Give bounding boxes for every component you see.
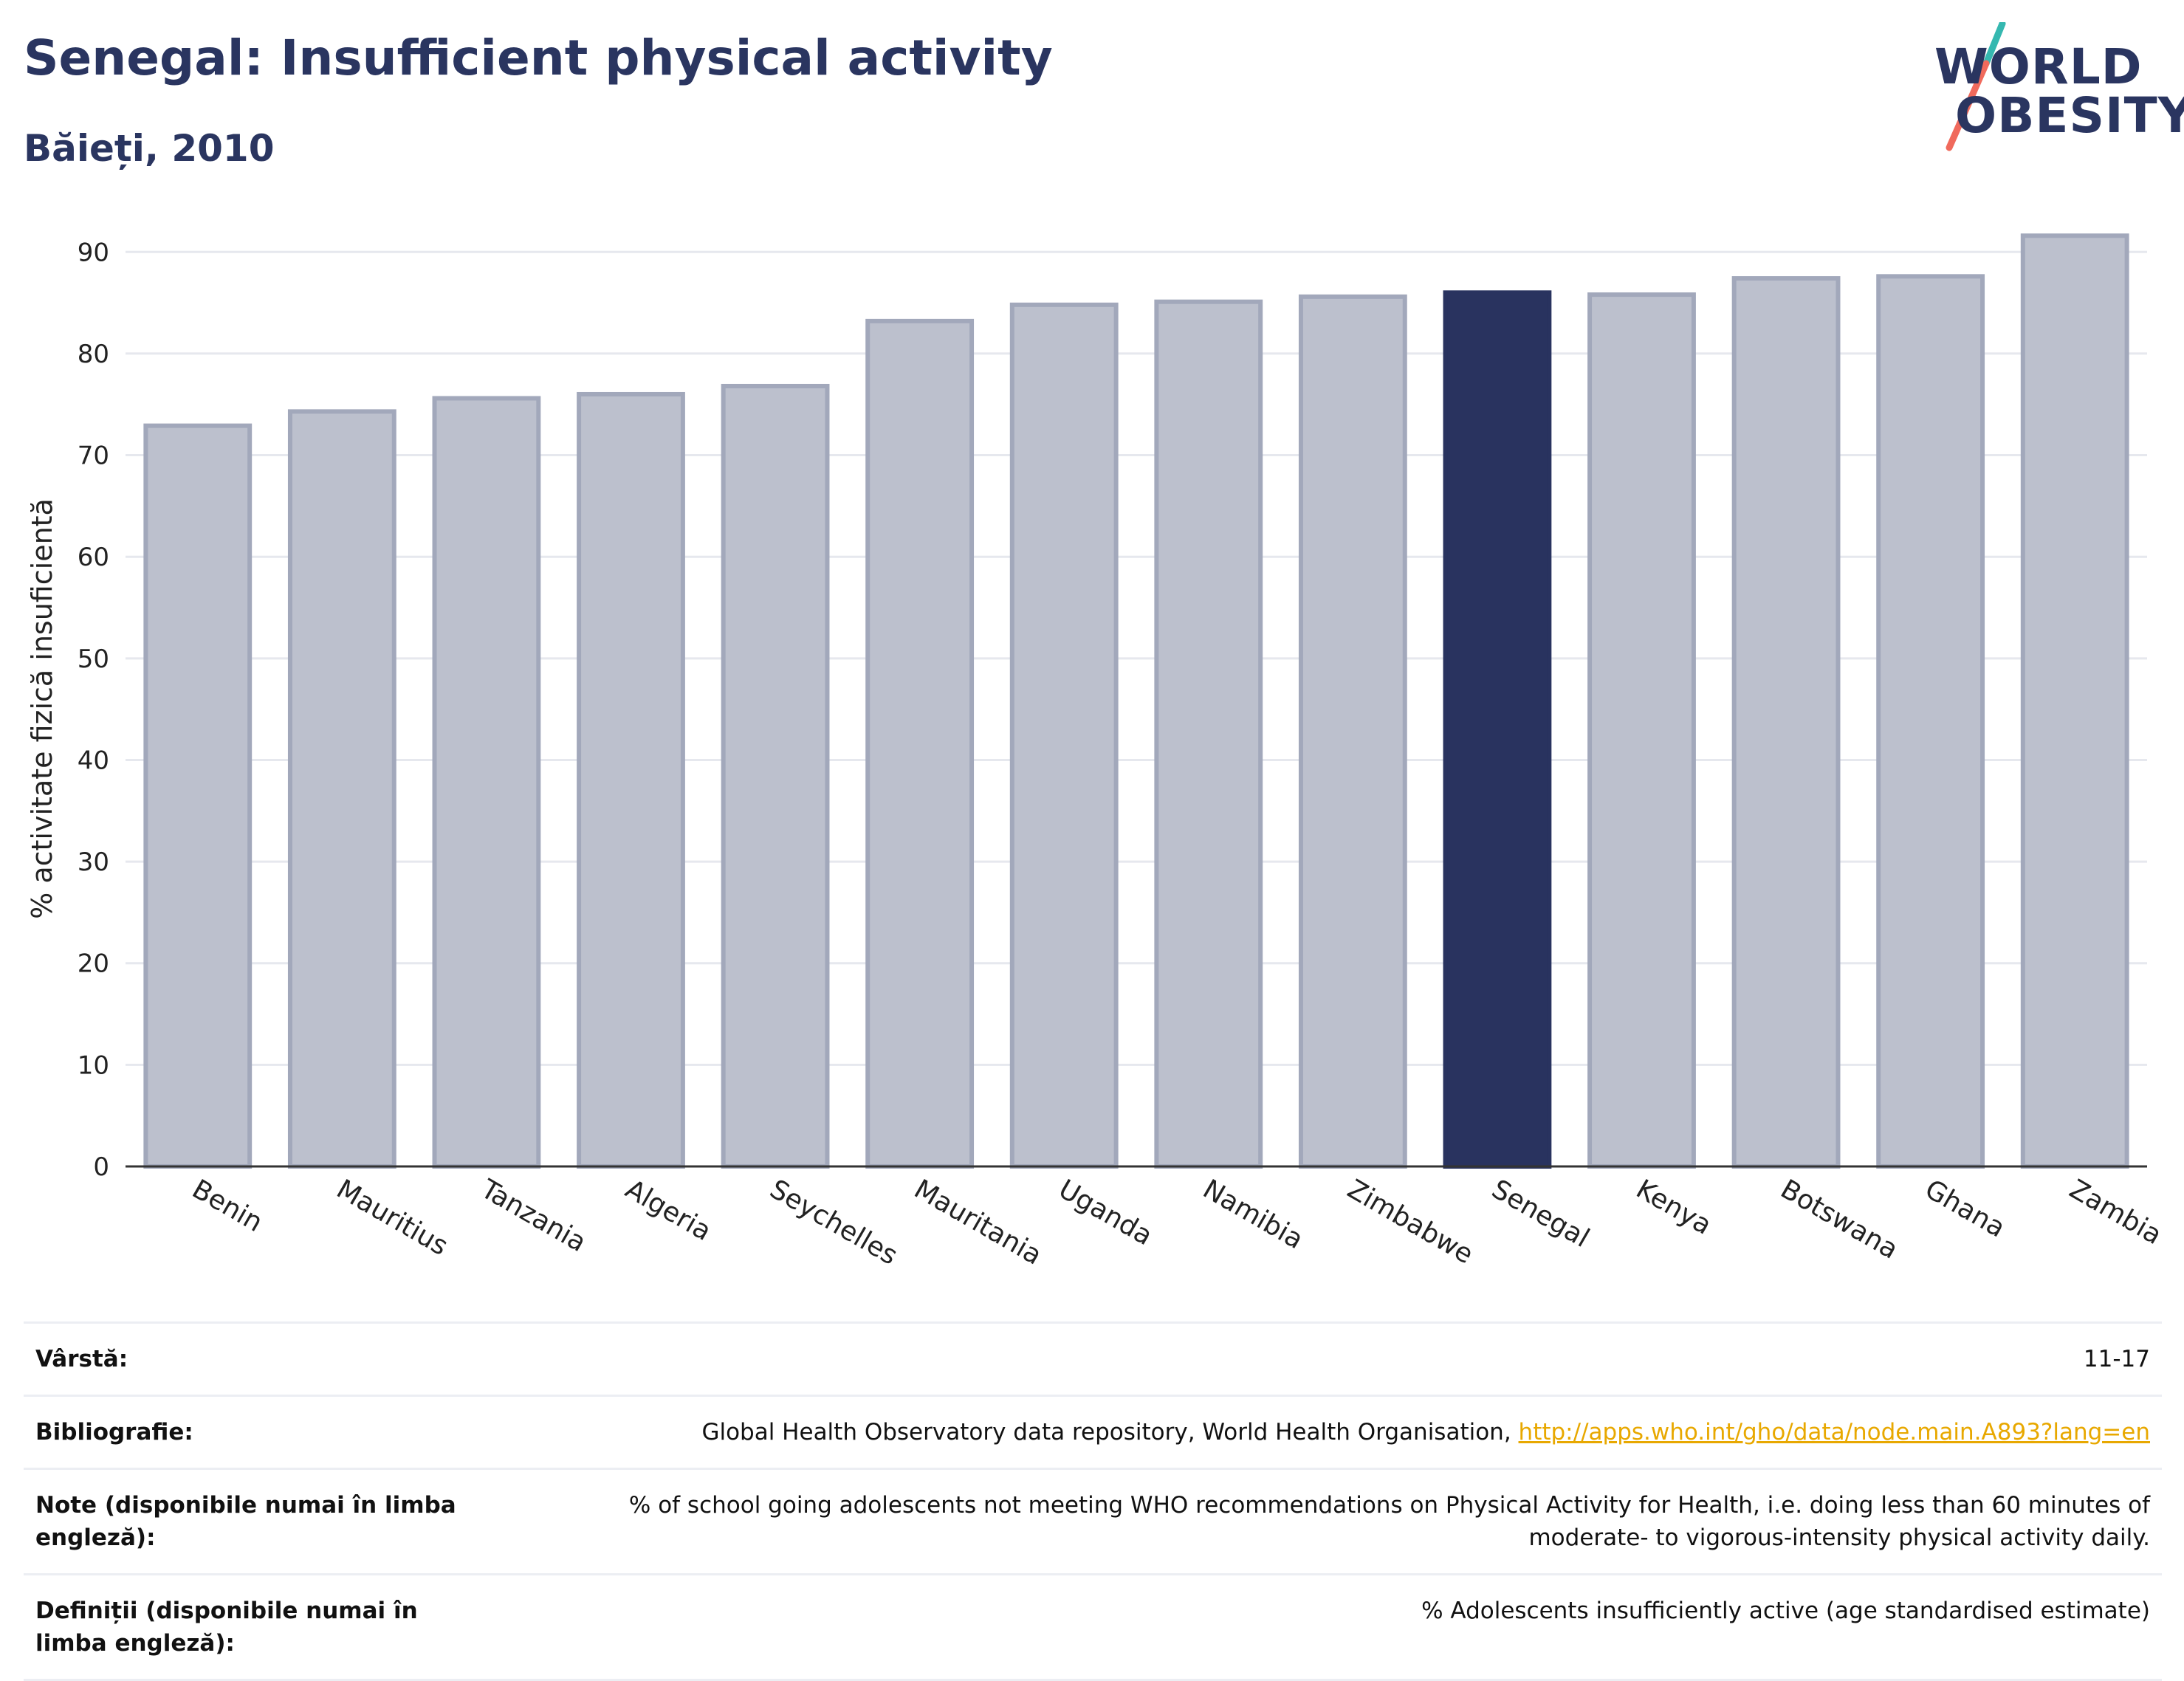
- info-row-age: Vârstă: 11-17: [24, 1321, 2162, 1395]
- info-value: Global Health Observatory data repositor…: [552, 1416, 2150, 1448]
- y-tick-label: 10: [78, 1051, 109, 1080]
- x-tick-label: Algeria: [620, 1174, 716, 1247]
- info-value: 11-17: [552, 1343, 2150, 1375]
- info-row-notes: Note (disponibile numai în limba engleză…: [24, 1468, 2162, 1573]
- x-tick-label: Namibia: [1198, 1174, 1308, 1255]
- bar-seychelles: [724, 386, 828, 1166]
- bar-tanzania: [435, 398, 539, 1166]
- x-tick-label: Seychelles: [765, 1174, 903, 1271]
- x-tick-label: Mauritius: [332, 1174, 453, 1262]
- bar-zambia: [2023, 236, 2127, 1166]
- y-tick-label: 50: [78, 644, 109, 674]
- bar-uganda: [1012, 305, 1116, 1166]
- y-tick-label: 40: [78, 746, 109, 775]
- x-tick-label: Uganda: [1054, 1174, 1158, 1251]
- y-tick-label: 80: [78, 340, 109, 369]
- x-tick-label: Benin: [187, 1174, 267, 1238]
- info-table: Vârstă: 11-17 Bibliografie: Global Healt…: [24, 1321, 2162, 1681]
- bar-kenya: [1590, 295, 1694, 1166]
- bar-benin: [145, 426, 250, 1166]
- x-tick-label: Zambia: [2064, 1174, 2167, 1251]
- x-tick-label: Kenya: [1631, 1174, 1717, 1241]
- x-tick-label: Mauritania: [909, 1174, 1047, 1271]
- info-value: % Adolescents insufficiently active (age…: [493, 1595, 2150, 1627]
- info-row-bibliography: Bibliografie: Global Health Observatory …: [24, 1395, 2162, 1468]
- x-tick-label: Zimbabwe: [1342, 1174, 1478, 1270]
- y-tick-label: 20: [78, 949, 109, 979]
- bar-zimbabwe: [1301, 297, 1405, 1166]
- bar-senegal: [1446, 292, 1550, 1166]
- bar-ghana: [1878, 276, 1982, 1166]
- bar-mauritius: [290, 411, 394, 1166]
- info-label: Vârstă:: [35, 1343, 552, 1375]
- x-tick-label: Botswana: [1776, 1174, 1903, 1265]
- x-tick-label: Ghana: [1920, 1174, 2010, 1243]
- info-row-definitions: Definiții (disponibile numai în limba en…: [24, 1573, 2162, 1681]
- y-tick-label: 30: [78, 848, 109, 877]
- info-label: Note (disponibile numai în limba engleză…: [35, 1489, 552, 1554]
- y-axis-label: % activitate fizică insuficientă: [26, 498, 58, 919]
- y-tick-label: 90: [78, 238, 109, 267]
- bibliography-link[interactable]: http://apps.who.int/gho/data/node.main.A…: [1519, 1419, 2150, 1445]
- bar-namibia: [1156, 302, 1260, 1166]
- info-label: Definiții (disponibile numai în limba en…: [35, 1595, 493, 1660]
- info-label: Bibliografie:: [35, 1416, 552, 1448]
- bar-mauritania: [868, 321, 972, 1166]
- y-tick-label: 0: [93, 1152, 109, 1182]
- x-tick-label: Senegal: [1486, 1174, 1594, 1254]
- y-tick-label: 70: [78, 441, 109, 471]
- bar-botswana: [1734, 278, 1838, 1166]
- y-tick-label: 60: [78, 543, 109, 572]
- info-value: % of school going adolescents not meetin…: [552, 1489, 2150, 1554]
- bar-algeria: [579, 394, 683, 1166]
- x-tick-label: Tanzania: [475, 1174, 591, 1258]
- bibliography-text: Global Health Observatory data repositor…: [701, 1419, 1518, 1445]
- bar-chart: 0 10 20 30 40 50 60 70 80 90 % activitate fizică i…: [0, 0, 2184, 1299]
